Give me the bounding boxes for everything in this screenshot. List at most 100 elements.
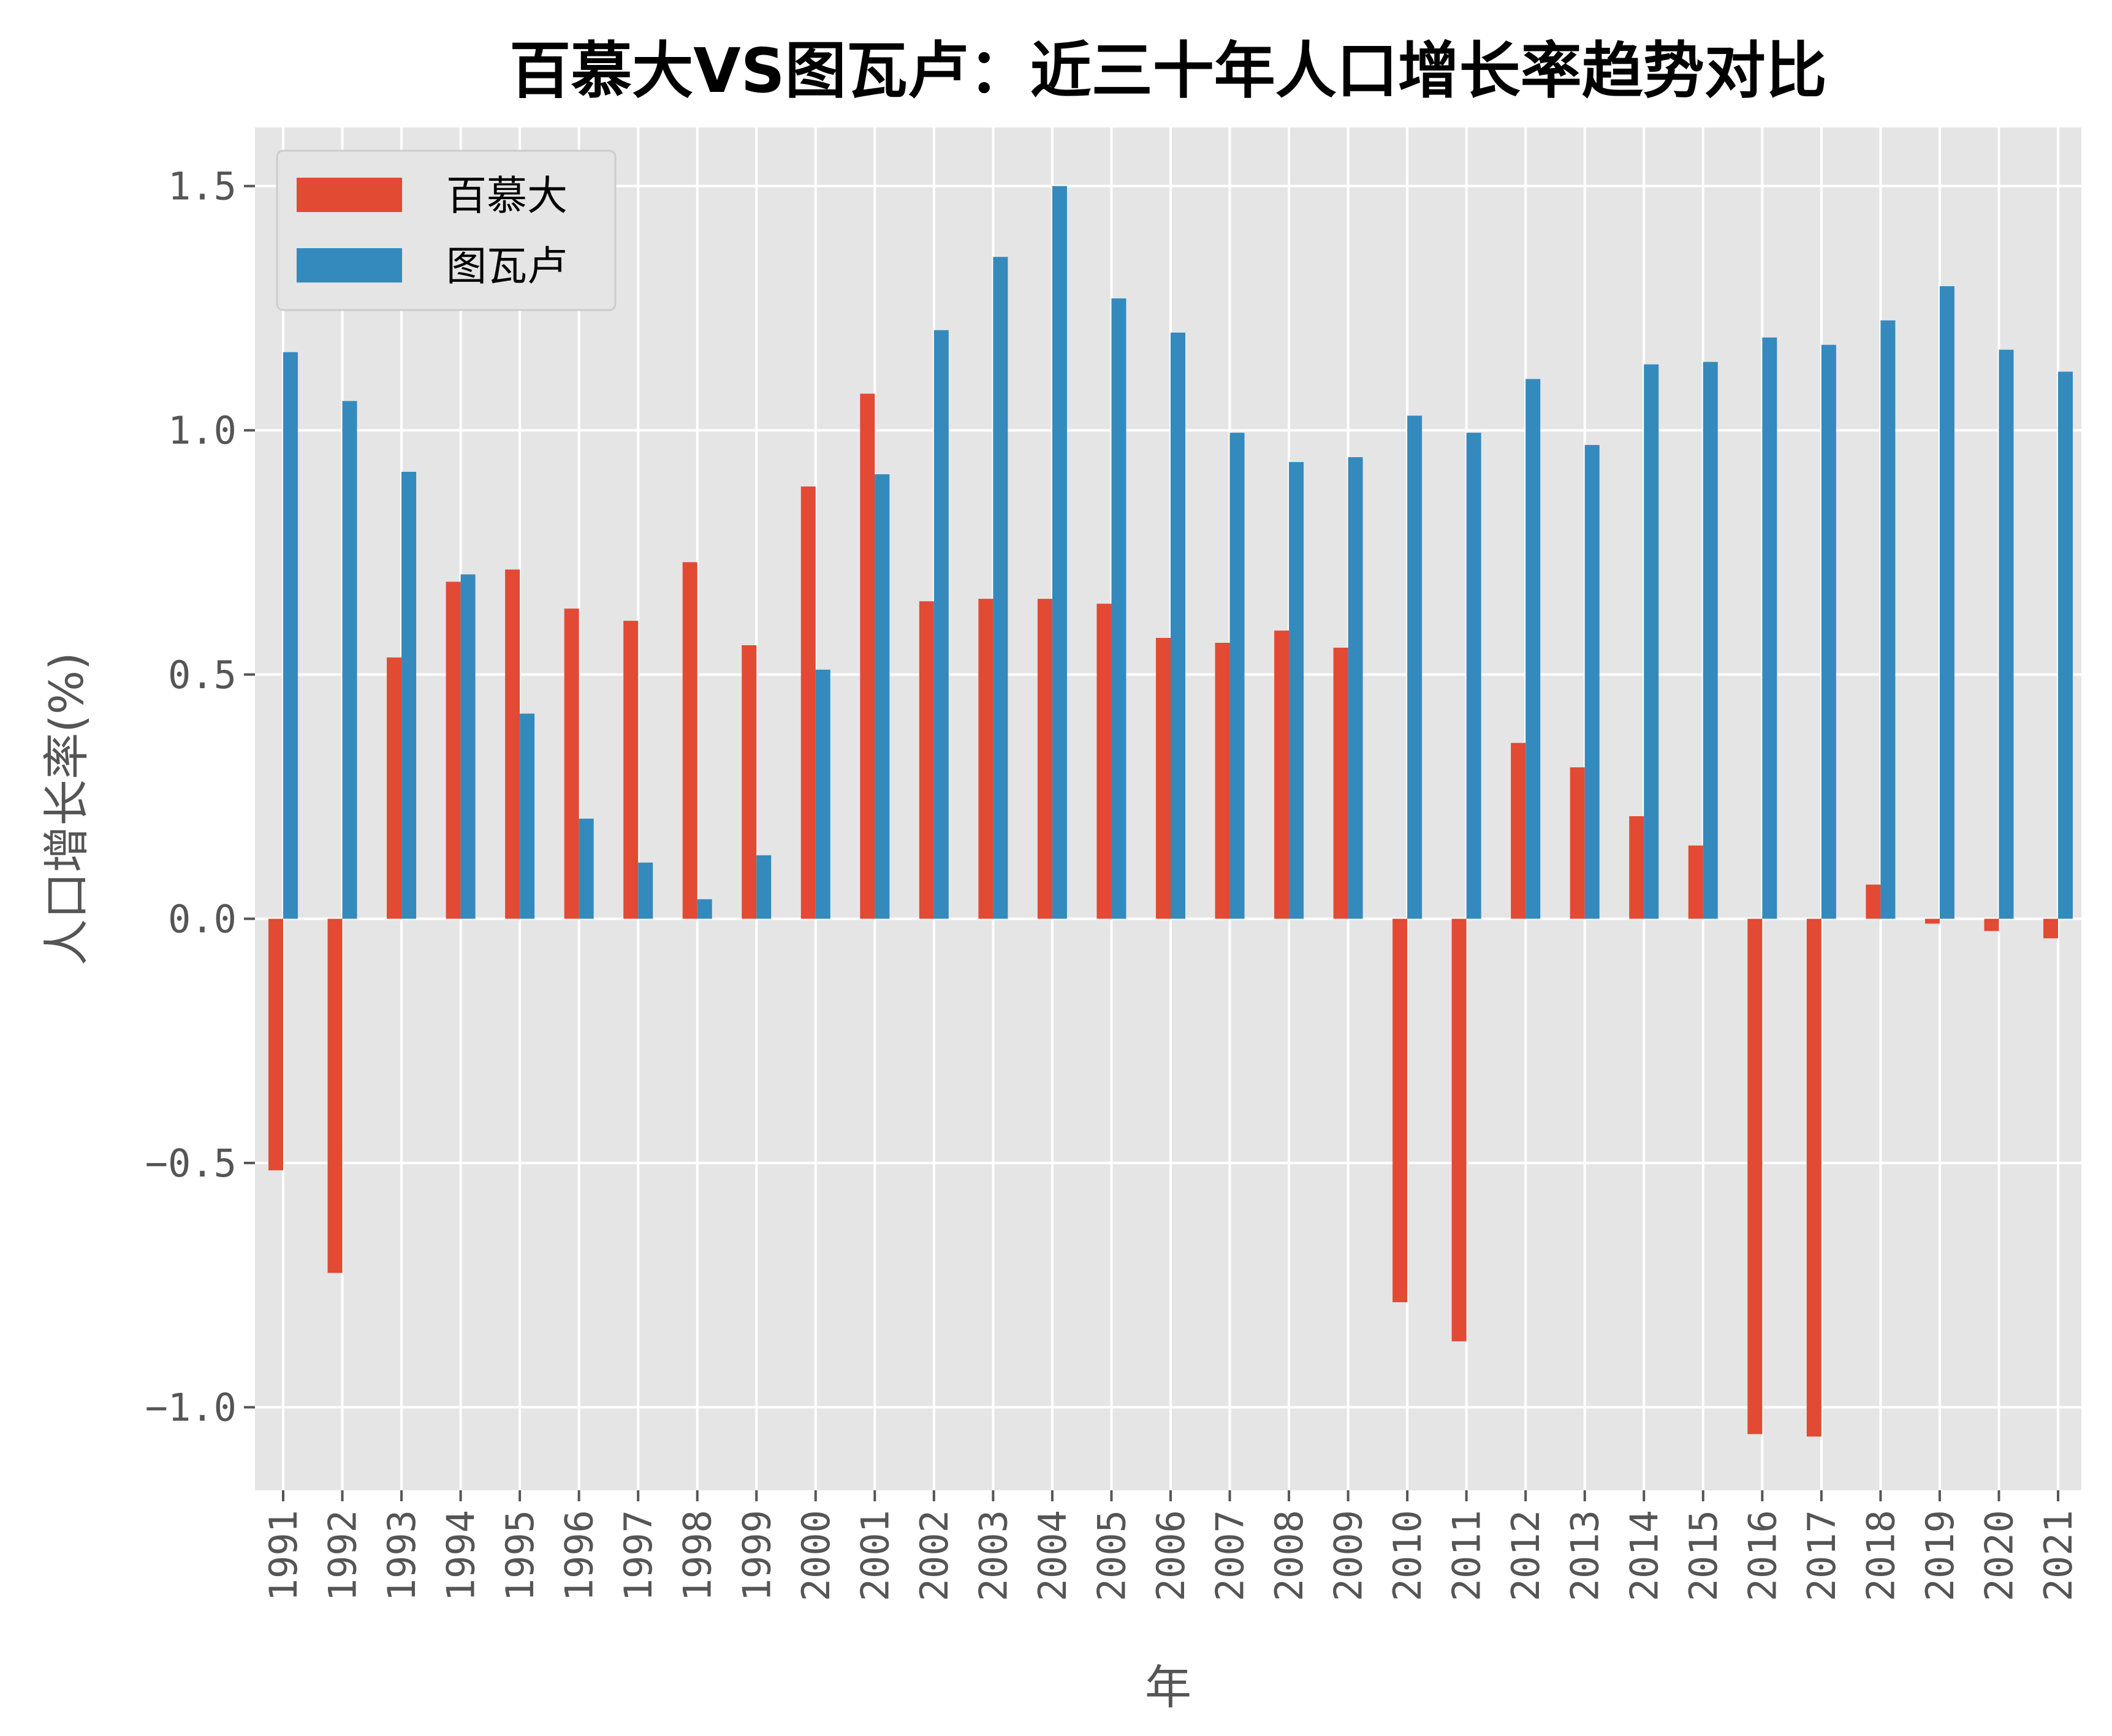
y-tick-label: 0.0 — [168, 896, 237, 941]
bar-tuvalu — [520, 713, 535, 919]
bar-bermuda — [446, 582, 461, 919]
bars — [268, 186, 2073, 1437]
x-tick-label: 1994 — [439, 1510, 484, 1601]
bar-bermuda — [1866, 884, 1881, 919]
bar-tuvalu — [2058, 371, 2073, 919]
bar-tuvalu — [1821, 344, 1836, 919]
x-tick-label: 2019 — [1918, 1510, 1962, 1601]
bar-tuvalu — [1289, 462, 1304, 919]
x-tick-label: 2005 — [1089, 1510, 1134, 1601]
bar-bermuda — [268, 919, 283, 1170]
x-tick-label: 2010 — [1385, 1510, 1430, 1601]
bar-tuvalu — [460, 574, 476, 919]
x-tick-label: 2018 — [1858, 1510, 1903, 1601]
legend-swatch-bermuda — [297, 178, 402, 212]
x-tick-label: 2006 — [1149, 1510, 1193, 1601]
bar-bermuda — [1629, 816, 1644, 919]
bar-bermuda — [1747, 919, 1763, 1435]
bar-bermuda — [623, 621, 639, 919]
x-tick-label: 2008 — [1267, 1510, 1312, 1601]
y-tick-label: −1.0 — [145, 1385, 237, 1430]
bar-tuvalu — [1644, 364, 1659, 919]
y-axis-label: 人口增长率(%) — [39, 652, 94, 966]
x-tick-label: 2002 — [912, 1510, 957, 1601]
bar-tuvalu — [933, 330, 949, 919]
x-tick-label: 1998 — [675, 1510, 720, 1601]
bar-bermuda — [919, 601, 934, 919]
x-tick-label: 2003 — [971, 1510, 1016, 1601]
bar-bermuda — [978, 599, 993, 919]
x-tick-label: 2001 — [853, 1510, 897, 1601]
y-tick-label: −0.5 — [145, 1141, 237, 1186]
bar-tuvalu — [1348, 457, 1363, 919]
x-tick-label: 1992 — [321, 1510, 365, 1601]
bar-tuvalu — [1880, 320, 1896, 919]
x-tick-label: 2013 — [1563, 1510, 1608, 1601]
bar-tuvalu — [697, 899, 712, 919]
bar-bermuda — [1511, 743, 1526, 919]
bar-bermuda — [1215, 642, 1230, 919]
legend-label-tuvalu: 图瓦卢 — [446, 243, 568, 290]
bar-tuvalu — [993, 257, 1008, 919]
bar-tuvalu — [1939, 286, 1954, 919]
legend-label-bermuda: 百慕大 — [446, 172, 568, 219]
x-tick-label: 1996 — [557, 1510, 602, 1601]
bar-bermuda — [1274, 631, 1290, 919]
bar-bermuda — [1806, 919, 1821, 1437]
x-tick-label: 2017 — [1799, 1510, 1844, 1601]
x-tick-label: 2012 — [1503, 1510, 1548, 1601]
bar-bermuda — [505, 569, 520, 919]
legend-swatch-tuvalu — [297, 248, 402, 282]
bar-tuvalu — [1466, 433, 1481, 919]
x-tick-label: 2007 — [1208, 1510, 1253, 1601]
x-tick-label: 2009 — [1326, 1510, 1371, 1601]
bar-bermuda — [1688, 845, 1703, 919]
bar-bermuda — [860, 393, 875, 919]
bar-bermuda — [1924, 919, 1940, 924]
y-tick-label: 1.5 — [168, 164, 237, 209]
x-tick-label: 1991 — [261, 1510, 306, 1601]
bar-tuvalu — [1703, 362, 1718, 919]
bar-tuvalu — [1762, 337, 1777, 919]
bar-bermuda — [564, 608, 579, 919]
bar-tuvalu — [1584, 445, 1600, 919]
bar-tuvalu — [579, 818, 594, 919]
x-tick-label: 2020 — [1977, 1510, 2021, 1601]
bar-bermuda — [327, 919, 343, 1273]
legend: 百慕大 图瓦卢 — [276, 150, 617, 311]
x-tick-label: 2016 — [1740, 1510, 1785, 1601]
bar-bermuda — [1096, 604, 1112, 919]
x-tick-label: 2011 — [1445, 1510, 1489, 1601]
x-tick-label: 2014 — [1622, 1510, 1666, 1601]
bar-tuvalu — [815, 669, 830, 919]
chart-title: 百慕大VS图瓦卢：近三十年人口增长率趋势对比 — [509, 35, 1826, 107]
bar-bermuda — [2043, 919, 2058, 939]
bar-tuvalu — [638, 862, 653, 919]
y-tick-label: 0.5 — [168, 653, 237, 697]
bar-bermuda — [1333, 647, 1348, 919]
bar-tuvalu — [283, 352, 298, 919]
x-tick-label: 1997 — [616, 1510, 661, 1601]
bar-tuvalu — [1052, 186, 1067, 919]
bar-tuvalu — [1407, 415, 1423, 919]
bar-bermuda — [1984, 919, 1999, 931]
bar-tuvalu — [1111, 298, 1126, 919]
bar-bermuda — [1156, 638, 1171, 919]
x-tick-label: 2000 — [794, 1510, 838, 1601]
x-tick-label: 1993 — [379, 1510, 424, 1601]
bar-tuvalu — [342, 401, 357, 919]
bar-tuvalu — [875, 474, 890, 919]
bar-bermuda — [1392, 919, 1408, 1303]
x-tick-label: 2015 — [1681, 1510, 1726, 1601]
y-tick-label: 1.0 — [168, 408, 237, 453]
bar-tuvalu — [1999, 349, 2014, 919]
bar-tuvalu — [401, 471, 417, 919]
bar-tuvalu — [1525, 379, 1541, 919]
x-tick-label: 1995 — [498, 1510, 542, 1601]
x-tick-label: 2004 — [1030, 1510, 1075, 1601]
bar-bermuda — [682, 562, 697, 919]
bar-tuvalu — [1171, 332, 1185, 919]
axis-ticks: −1.0 −0.5 0.0 0.5 1.0 1.5 1991 1992 1993 1994 1995… — [145, 164, 2081, 1602]
bar-bermuda — [1570, 767, 1585, 919]
